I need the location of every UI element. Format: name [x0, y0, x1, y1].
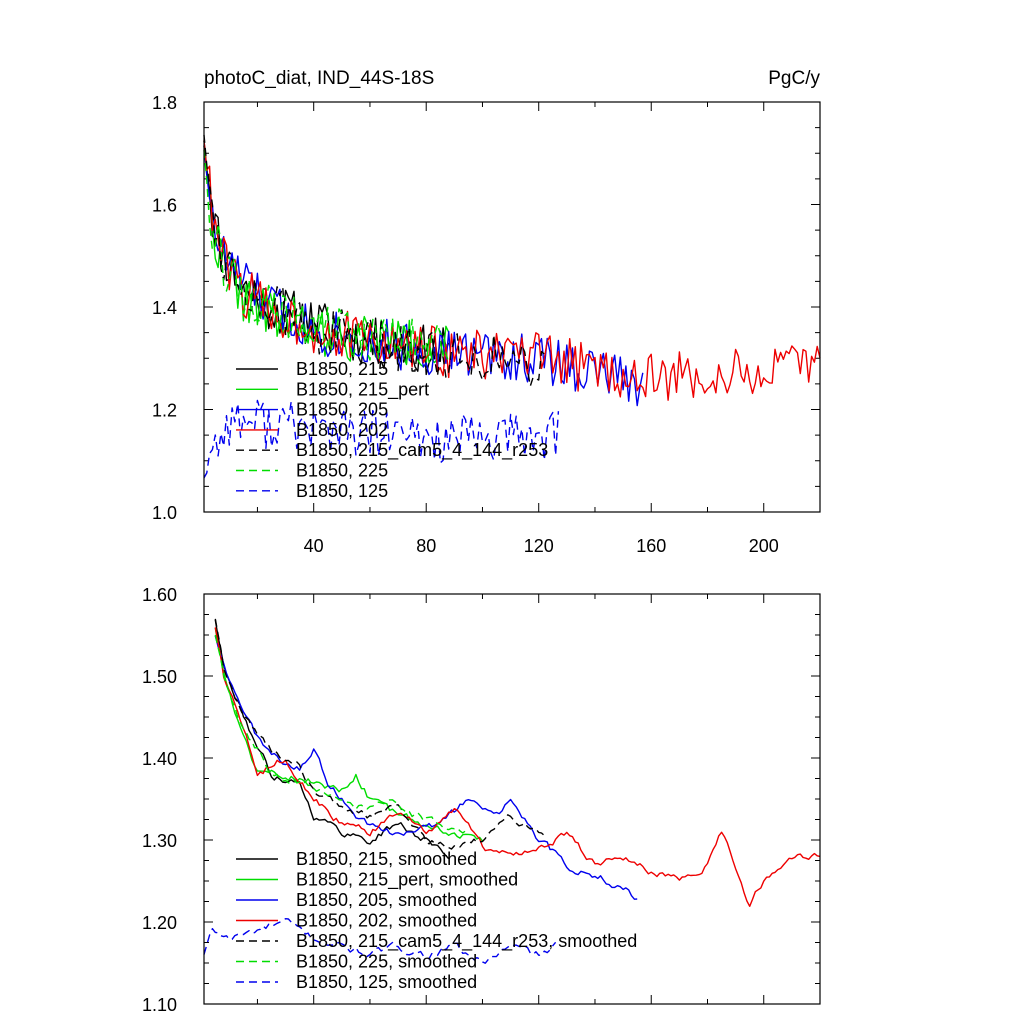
series-line-5 [214, 634, 469, 834]
series-line-3 [214, 627, 821, 907]
y-tick-label: 1.40 [142, 749, 177, 769]
legend-label: B1850, 215, smoothed [296, 849, 477, 869]
series-line-4 [214, 618, 545, 850]
series-line-6 [203, 399, 560, 479]
legend-label: B1850, 202, smoothed [296, 911, 477, 931]
series-line-5 [203, 150, 450, 363]
series-line-2 [203, 145, 644, 407]
legend-label: B1850, 215_cam5_4_144_r253, smoothed [296, 931, 637, 952]
panel-bottom-series [203, 618, 821, 964]
legend-label: B1850, 125 [296, 481, 388, 501]
legend-label: B1850, 215 [296, 359, 388, 379]
panel-bottom: 1.10 1.20 1.30 1.40 1.50 1.60 B1850, 215, smo… [142, 585, 821, 1015]
y-tick-label: 1.30 [142, 831, 177, 851]
panel-top-units: PgC/y [768, 68, 820, 89]
panel-top: photoC_diat, IND_44S-18S PgC/y 40 80 120 16… [152, 68, 821, 556]
x-tick-label: 200 [749, 536, 779, 556]
series-line-2 [214, 635, 638, 900]
legend-label: B1850, 205 [296, 400, 388, 420]
y-tick-label: 1.6 [152, 196, 177, 216]
panel-top-title: photoC_diat, IND_44S-18S [204, 68, 434, 89]
legend-label: B1850, 225 [296, 461, 388, 481]
legend-label: B1850, 215_cam5_4_144_r253 [296, 440, 548, 461]
panel-top-series [203, 134, 821, 479]
panel-top-frame [203, 101, 821, 513]
legend-label: B1850, 202 [296, 420, 388, 440]
y-tick-label: 1.60 [142, 585, 177, 605]
legend-label: B1850, 215_pert [296, 379, 429, 400]
panel-bottom-frame [203, 593, 821, 1005]
series-line-4 [203, 134, 545, 387]
y-tick-label: 1.50 [142, 667, 177, 687]
legend-label: B1850, 215_pert, smoothed [296, 870, 518, 891]
y-tick-label: 1.0 [152, 503, 177, 523]
series-line-1 [214, 627, 484, 842]
legend-label: B1850, 225, smoothed [296, 952, 477, 972]
y-tick-label: 1.10 [142, 995, 177, 1015]
series-line-6 [203, 918, 557, 964]
x-tick-label: 120 [524, 536, 554, 556]
y-tick-label: 1.20 [142, 913, 177, 933]
x-tick-label: 160 [636, 536, 666, 556]
x-tick-label: 40 [304, 536, 324, 556]
y-tick-label: 1.4 [152, 298, 177, 318]
y-tick-label: 1.2 [152, 401, 177, 421]
panel-top-ticks: 40 80 120 160 200 1.0 1.2 1.4 1.6 1.8 [152, 93, 820, 556]
x-tick-label: 80 [416, 536, 436, 556]
legend-label: B1850, 205, smoothed [296, 890, 477, 910]
y-tick-label: 1.8 [152, 93, 177, 113]
legend-label: B1850, 125, smoothed [296, 972, 477, 992]
